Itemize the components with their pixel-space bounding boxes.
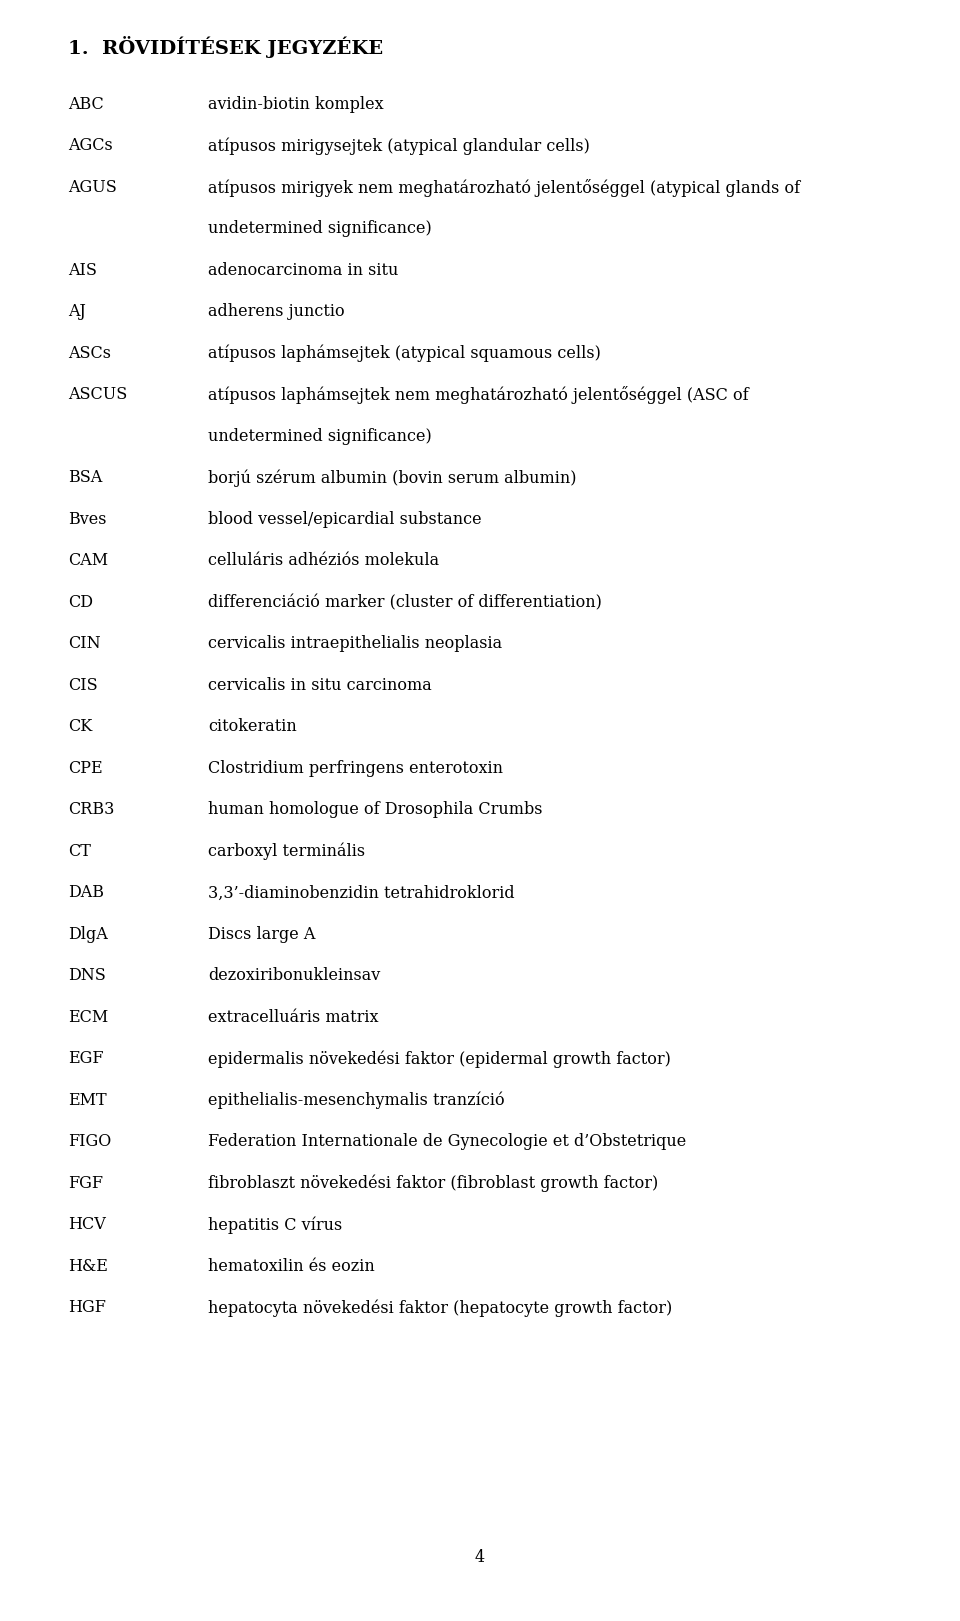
Text: epithelialis-mesenchymalis tranzíció: epithelialis-mesenchymalis tranzíció [208, 1093, 505, 1109]
Text: epidermalis növekedési faktor (epidermal growth factor): epidermalis növekedési faktor (epidermal… [208, 1050, 671, 1068]
Text: borjú szérum albumin (bovin serum albumin): borjú szérum albumin (bovin serum albumi… [208, 470, 577, 486]
Text: adenocarcinoma in situ: adenocarcinoma in situ [208, 263, 398, 279]
Text: hepatocyta növekedési faktor (hepatocyte growth factor): hepatocyta növekedési faktor (hepatocyte… [208, 1300, 672, 1316]
Text: DNS: DNS [68, 968, 106, 984]
Text: ASCUS: ASCUS [68, 386, 128, 404]
Text: blood vessel/epicardial substance: blood vessel/epicardial substance [208, 511, 482, 528]
Text: ABC: ABC [68, 96, 104, 113]
Text: FGF: FGF [68, 1175, 103, 1191]
Text: atípusos laphámsejtek (atypical squamous cells): atípusos laphámsejtek (atypical squamous… [208, 345, 601, 363]
Text: AGCs: AGCs [68, 138, 112, 154]
Text: CK: CK [68, 718, 92, 736]
Text: hepatitis C vírus: hepatitis C vírus [208, 1216, 343, 1234]
Text: fibroblaszt növekedési faktor (fibroblast growth factor): fibroblaszt növekedési faktor (fibroblas… [208, 1175, 659, 1193]
Text: Federation Internationale de Gynecologie et d’Obstetrique: Federation Internationale de Gynecologie… [208, 1133, 686, 1151]
Text: AJ: AJ [68, 303, 85, 321]
Text: Discs large A: Discs large A [208, 926, 316, 943]
Text: H&E: H&E [68, 1258, 108, 1276]
Text: ASCs: ASCs [68, 345, 111, 361]
Text: avidin-biotin komplex: avidin-biotin komplex [208, 96, 384, 113]
Text: atípusos mirigyek nem meghatározható jelentőséggel (atypical glands of: atípusos mirigyek nem meghatározható jel… [208, 178, 800, 198]
Text: atípusos laphámsejtek nem meghatározható jelentőséggel (ASC of: atípusos laphámsejtek nem meghatározható… [208, 386, 749, 405]
Text: undetermined significance): undetermined significance) [208, 428, 432, 446]
Text: undetermined significance): undetermined significance) [208, 220, 432, 238]
Text: atípusos mirigysejtek (atypical glandular cells): atípusos mirigysejtek (atypical glandula… [208, 138, 589, 156]
Text: DAB: DAB [68, 885, 104, 901]
Text: Clostridium perfringens enterotoxin: Clostridium perfringens enterotoxin [208, 760, 503, 776]
Text: 3,3’-diaminobenzidin tetrahidroklorid: 3,3’-diaminobenzidin tetrahidroklorid [208, 885, 515, 901]
Text: extracelluáris matrix: extracelluáris matrix [208, 1008, 378, 1026]
Text: CRB3: CRB3 [68, 801, 114, 819]
Text: adherens junctio: adherens junctio [208, 303, 345, 321]
Text: BSA: BSA [68, 470, 103, 486]
Text: CAM: CAM [68, 553, 108, 569]
Text: AIS: AIS [68, 263, 97, 279]
Text: 4: 4 [475, 1550, 485, 1566]
Text: carboxyl terminális: carboxyl terminális [208, 843, 365, 861]
Text: HGF: HGF [68, 1300, 106, 1316]
Text: CPE: CPE [68, 760, 103, 776]
Text: CT: CT [68, 843, 91, 861]
Text: CIN: CIN [68, 635, 101, 653]
Text: DlgA: DlgA [68, 926, 108, 943]
Text: EMT: EMT [68, 1093, 107, 1109]
Text: CD: CD [68, 593, 93, 611]
Text: citokeratin: citokeratin [208, 718, 297, 736]
Text: 1.  RÖVIDÍTÉSEK JEGYZÉKE: 1. RÖVIDÍTÉSEK JEGYZÉKE [68, 36, 383, 58]
Text: hematoxilin és eozin: hematoxilin és eozin [208, 1258, 374, 1276]
Text: human homologue of Drosophila Crumbs: human homologue of Drosophila Crumbs [208, 801, 542, 819]
Text: differenciáció marker (cluster of differentiation): differenciáció marker (cluster of differ… [208, 593, 602, 611]
Text: Bves: Bves [68, 511, 107, 528]
Text: dezoxiribonukleinsav: dezoxiribonukleinsav [208, 968, 380, 984]
Text: cervicalis intraepithelialis neoplasia: cervicalis intraepithelialis neoplasia [208, 635, 502, 653]
Text: ECM: ECM [68, 1008, 108, 1026]
Text: FIGO: FIGO [68, 1133, 111, 1151]
Text: AGUS: AGUS [68, 178, 117, 196]
Text: CIS: CIS [68, 678, 98, 694]
Text: EGF: EGF [68, 1050, 104, 1068]
Text: cervicalis in situ carcinoma: cervicalis in situ carcinoma [208, 678, 432, 694]
Text: HCV: HCV [68, 1216, 106, 1234]
Text: celluláris adhéziós molekula: celluláris adhéziós molekula [208, 553, 439, 569]
